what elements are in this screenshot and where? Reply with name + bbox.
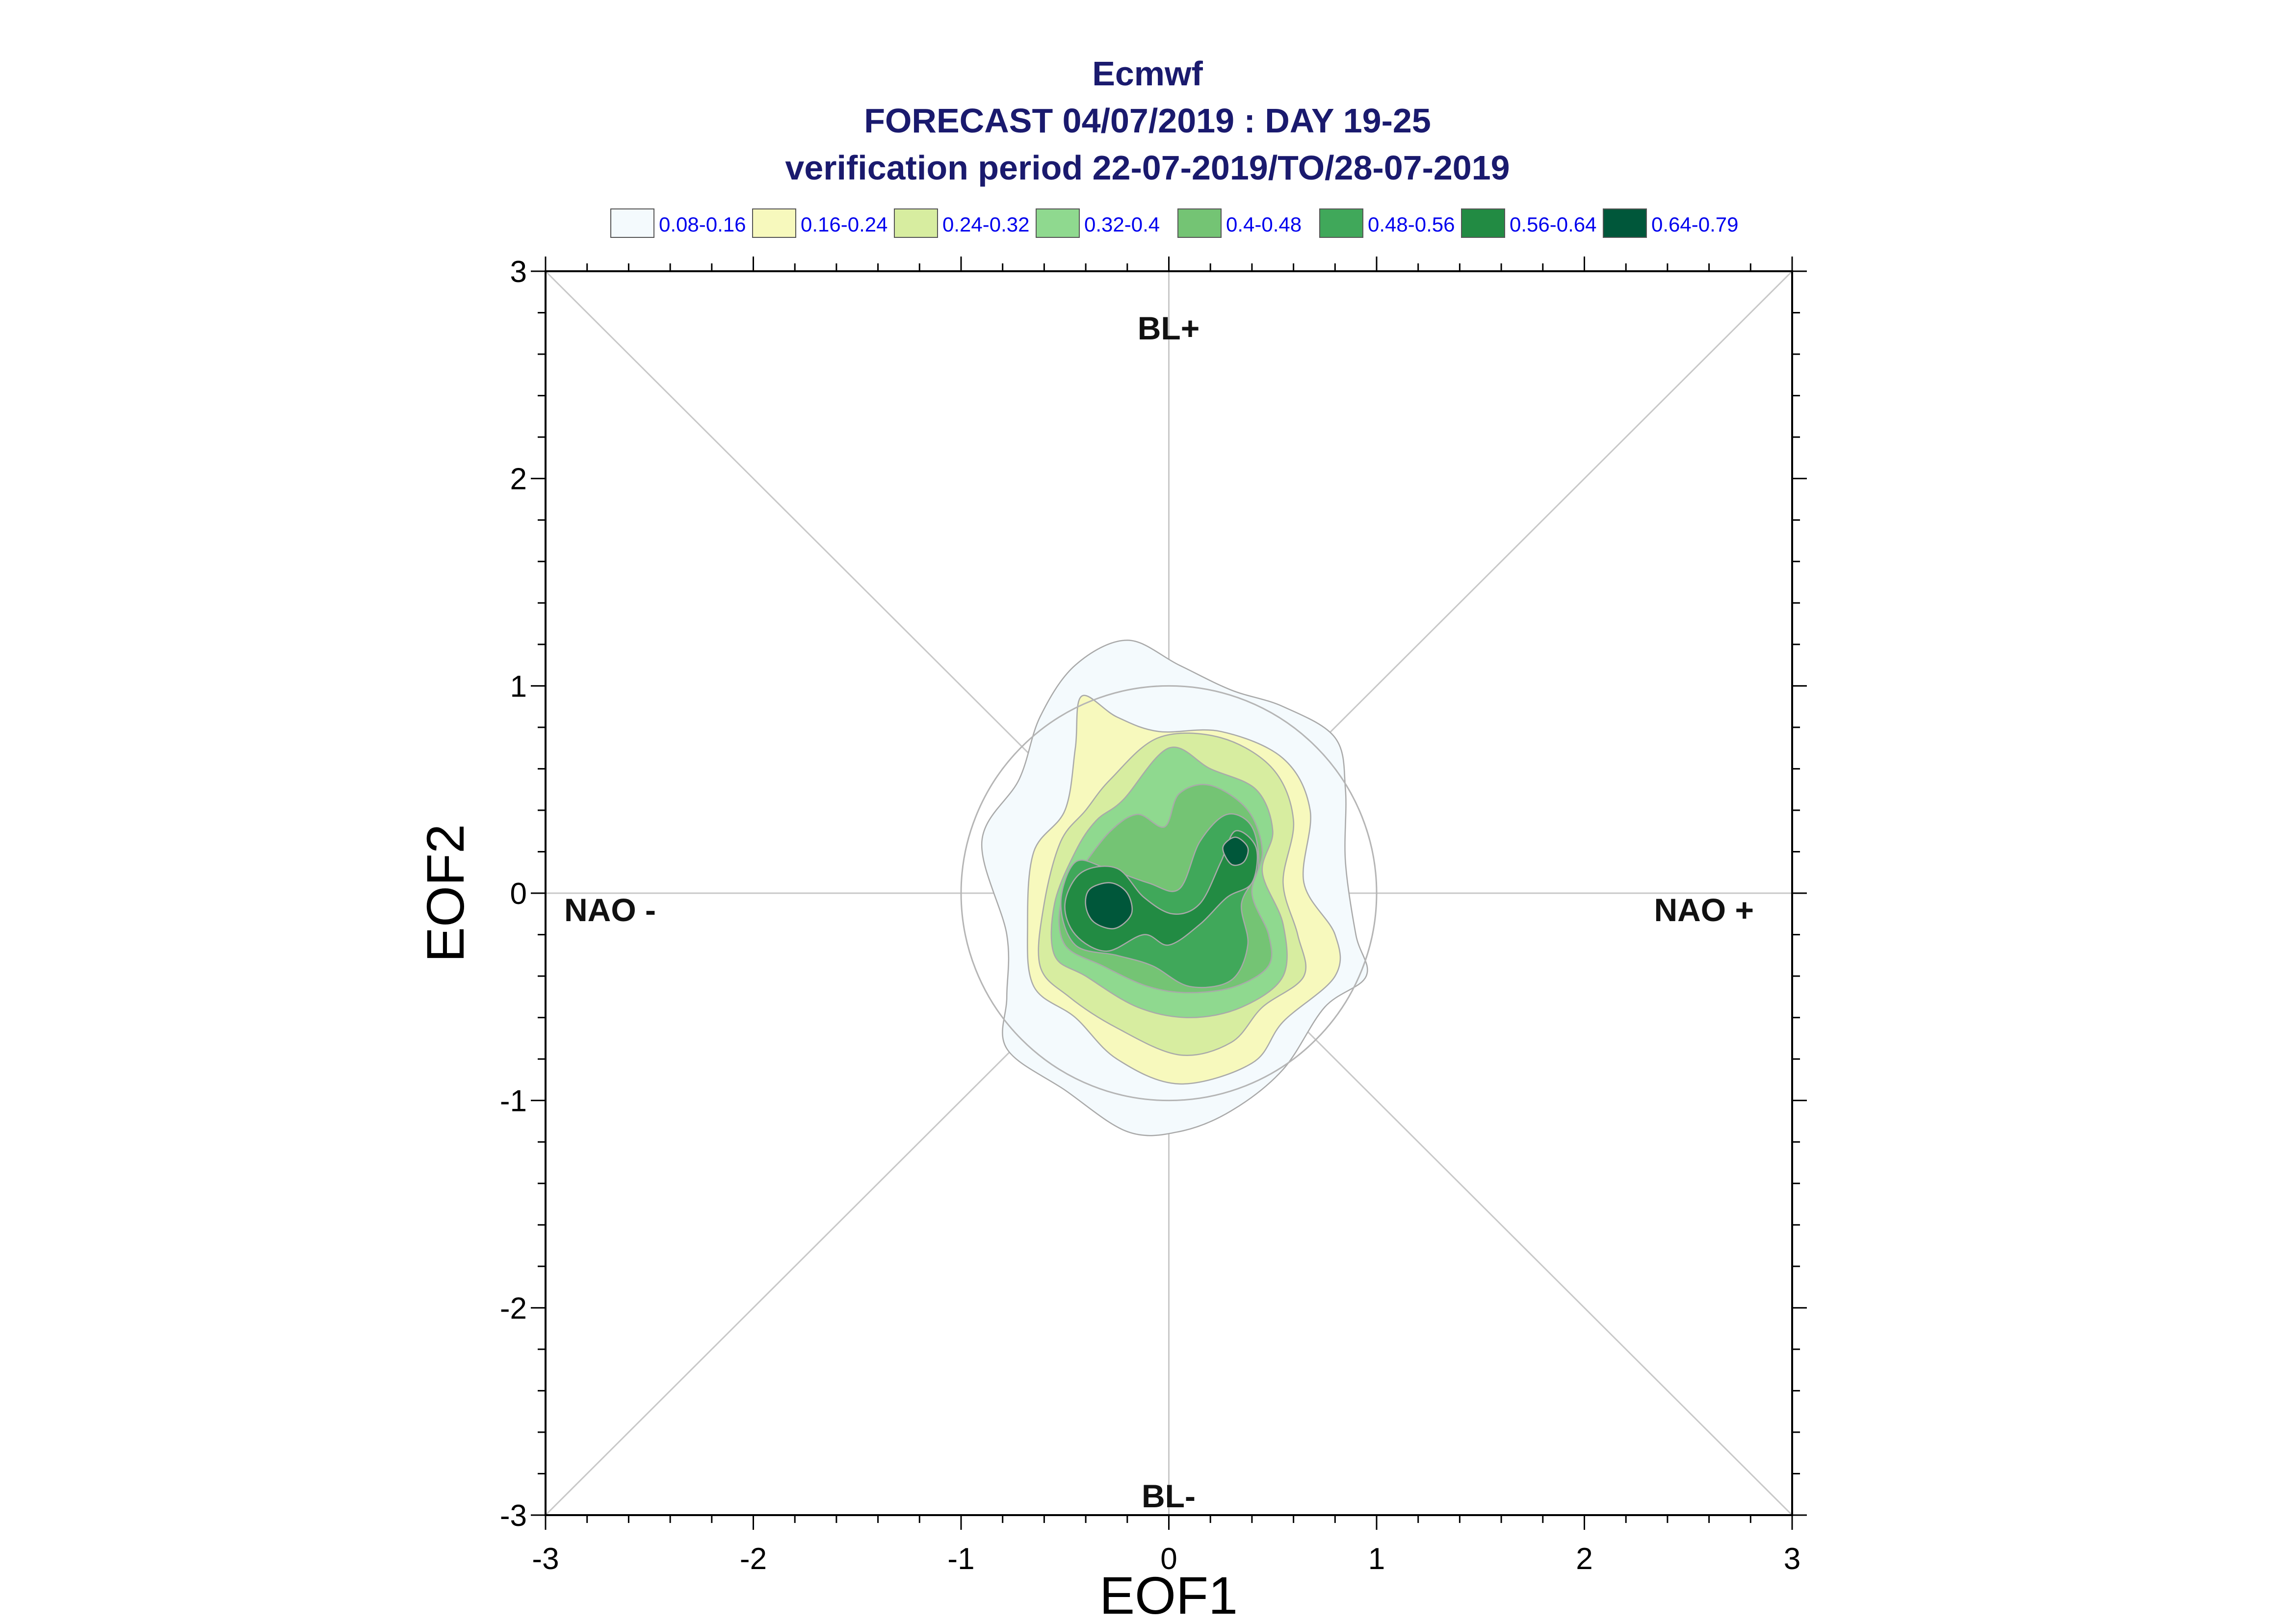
reference-circle: [960, 685, 1378, 1102]
x-tick-label: -2: [740, 1542, 767, 1576]
y-tick-label: 3: [510, 255, 527, 289]
chart-title-line-2: FORECAST 04/07/2019 : DAY 19-25: [864, 102, 1431, 140]
x-axis-title: EOF1: [1099, 1566, 1238, 1624]
y-tick-label: 2: [510, 463, 527, 496]
y-tick-label: -2: [500, 1291, 527, 1325]
legend-swatch: [894, 208, 938, 238]
chart-title-line-1: Ecmwf: [1092, 54, 1203, 93]
y-tick-label: -1: [500, 1084, 527, 1118]
x-tick-label: 0: [1160, 1542, 1177, 1576]
legend-label: 0.48-0.56: [1368, 213, 1455, 236]
legend-swatch: [1177, 208, 1222, 238]
legend-swatch: [1319, 208, 1363, 238]
regime-label-nao-plus: NAO +: [1654, 892, 1754, 928]
legend-label: 0.4-0.48: [1226, 213, 1302, 236]
legend-label: 0.24-0.32: [942, 213, 1029, 236]
x-tick-label: 1: [1368, 1542, 1385, 1576]
reference-circle-layer: [960, 685, 1378, 1102]
x-tick-label: 2: [1576, 1542, 1592, 1576]
legend-swatch: [1036, 208, 1080, 238]
y-tick-label: 0: [510, 877, 527, 911]
plot-area: -3 -2 -1 0 1 2 3 -3 -2 -1 0 1 2 3: [500, 255, 1807, 1576]
x-tick-label: -1: [947, 1542, 974, 1576]
y-tick-label: -3: [500, 1499, 527, 1533]
legend-label: 0.32-0.4: [1084, 213, 1160, 236]
y-tick-label: 1: [510, 670, 527, 703]
density-contours: [981, 640, 1368, 1136]
density-contour-0.64-0.79-8: [1222, 836, 1249, 866]
legend-swatch: [1461, 208, 1505, 238]
legend: 0.08-0.16 0.16-0.24 0.24-0.32 0.32-0.4 0.4-0…: [610, 208, 1738, 238]
regime-label-bl-plus: BL+: [1138, 310, 1200, 346]
ticks: -3 -2 -1 0 1 2 3 -3 -2 -1 0 1 2 3: [500, 255, 1807, 1576]
legend-label: 0.64-0.79: [1651, 213, 1738, 236]
density-contour-0.64-0.79-7: [1085, 882, 1133, 929]
regime-label-nao-minus: NAO -: [564, 892, 656, 928]
legend-label: 0.08-0.16: [659, 213, 746, 236]
legend-label: 0.56-0.64: [1510, 213, 1596, 236]
legend-swatch: [610, 208, 654, 238]
legend-swatch: [1603, 208, 1647, 238]
regime-label-bl-minus: BL-: [1142, 1478, 1196, 1514]
x-tick-label: -3: [532, 1542, 559, 1576]
y-axis-title: EOF2: [416, 824, 475, 962]
x-tick-label: 3: [1784, 1542, 1800, 1576]
legend-label: 0.16-0.24: [801, 213, 887, 236]
legend-swatch: [752, 208, 796, 238]
chart-title-line-3: verification period 22-07-2019/TO/28-07-…: [785, 149, 1510, 187]
